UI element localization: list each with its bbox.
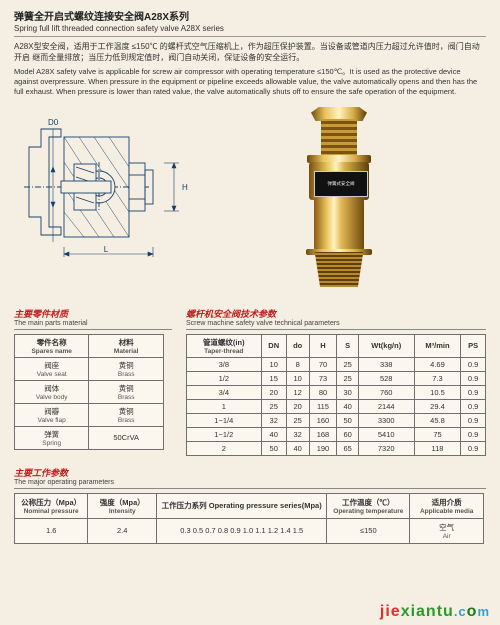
table-row: 1−1/24032168605410750.9	[187, 427, 486, 441]
operating-head-en: The major operating parameters	[14, 479, 486, 486]
product-photo: 弹簧式安全阀	[274, 107, 404, 292]
spec-head-en: Screw machine safety valve technical par…	[186, 320, 486, 327]
title-cn: 弹簧全开启式螺纹连接安全阀A28X系列	[14, 8, 486, 23]
materials-head-en: The main parts material	[14, 320, 172, 327]
table-row: 弹簧Spring50CrVA	[15, 426, 164, 449]
materials-table: 零件名称Spares name 材料Material 阀座Valve seat黄…	[14, 334, 164, 450]
spec-table: 管道螺纹(in)Taper-threadDNdoHSWt(kg/n)M³/min…	[186, 334, 486, 456]
operating-table: 公称压力（Mpa）Nominal pressure 强度（Mpa）Intensi…	[14, 493, 484, 544]
svg-text:L: L	[104, 245, 109, 254]
table-row: 阀体Valve body黄铜Brass	[15, 380, 164, 403]
description-en: Model A28X safety valve is applicable fo…	[14, 67, 486, 97]
description-cn: A28X型安全阀，适用于工作温度 ≤150℃ 的螺杆式空气压缩机上，作为超压保护…	[14, 42, 486, 64]
table-row: 3/810870253384.690.9	[187, 357, 486, 371]
operating-head-cn: 主要工作参数	[14, 466, 486, 479]
svg-text:H: H	[182, 183, 188, 192]
divider	[14, 36, 486, 37]
table-row: 阀座Valve seat黄铜Brass	[15, 357, 164, 380]
table-row: 250401906573201180.9	[187, 441, 486, 455]
table-row: 1252011540214429.40.9	[187, 399, 486, 413]
valve-nameplate: 弹簧式安全阀	[314, 171, 368, 197]
spec-head-cn: 螺杆机安全阀技术参数	[186, 307, 486, 320]
title-en: Spring full lift threaded connection saf…	[14, 24, 486, 33]
watermark: jiexiantu.com	[380, 603, 490, 621]
engineering-diagram: L D0 H	[14, 107, 214, 287]
materials-head-cn: 主要零件材质	[14, 307, 172, 320]
table-row: 阀瓣Valve flap黄铜Brass	[15, 403, 164, 426]
svg-text:D0: D0	[48, 118, 59, 127]
table-row: 1/2151073255287.30.9	[187, 371, 486, 385]
table-row: 1−1/4322516050330045.80.9	[187, 413, 486, 427]
table-row: 3/42012803076010.50.9	[187, 385, 486, 399]
